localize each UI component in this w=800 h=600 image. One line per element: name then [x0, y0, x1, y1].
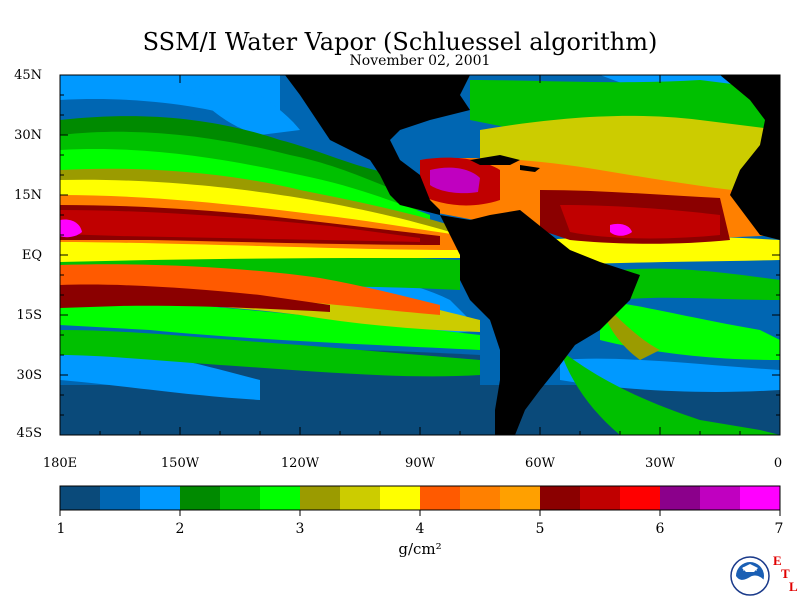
etl-letter-t: T: [781, 566, 790, 581]
colorbar-swatch: [540, 486, 581, 510]
colorbar-unit-label: g/cm²: [398, 540, 442, 558]
colorbar-label-5: 5: [535, 521, 545, 537]
colorbar-label-3: 3: [295, 521, 305, 537]
colorbar-swatch: [260, 486, 301, 510]
lat-label-15n: 15N: [14, 188, 42, 203]
cuba-land: [470, 155, 520, 165]
etl-letter-l: L: [789, 579, 798, 594]
colorbar-swatch: [220, 486, 261, 510]
lon-label-120w: 120W: [280, 456, 320, 471]
map-title: SSM/I Water Vapor (Schluessel algorithm): [142, 28, 658, 56]
lat-label-30s: 30S: [16, 368, 42, 383]
colorbar-swatch: [500, 486, 541, 510]
colorbar-swatch: [620, 486, 661, 510]
lat-label-45s: 45S: [16, 426, 42, 441]
colorbar: [60, 486, 781, 510]
north-america-land: [285, 75, 470, 215]
svg-text:NOAA: NOAA: [743, 567, 758, 573]
lon-label-30w: 30W: [645, 456, 675, 471]
colorbar-swatch: [460, 486, 501, 510]
hispaniola-land: [520, 165, 540, 172]
colorbar-label-6: 6: [655, 521, 665, 537]
water-vapor-field: [60, 75, 780, 435]
lat-label-eq: EQ: [21, 248, 42, 263]
colorbar-swatch: [660, 486, 701, 510]
colorbar-swatch: [580, 486, 621, 510]
etl-letter-e: E: [773, 553, 782, 568]
axis-ticks: [59, 74, 781, 436]
colorbar-swatch: [340, 486, 381, 510]
lon-label-0: 0: [773, 456, 783, 471]
lon-label-90w: 90W: [405, 456, 435, 471]
africa-land: [720, 75, 780, 240]
lon-label-180e: 180E: [42, 456, 78, 471]
noaa-logo-icon: NOAA: [730, 556, 770, 596]
colorbar-label-1: 1: [56, 521, 66, 537]
colorbar-swatch: [140, 486, 181, 510]
lon-label-150w: 150W: [160, 456, 200, 471]
map-subtitle: November 02, 2001: [349, 53, 491, 69]
lat-label-15s: 15S: [16, 308, 42, 323]
colorbar-swatch: [60, 486, 101, 510]
colorbar-swatch: [380, 486, 421, 510]
colorbar-swatch: [420, 486, 461, 510]
south-america-land: [440, 210, 640, 435]
colorbar-label-4: 4: [415, 521, 425, 537]
colorbar-swatch: [100, 486, 141, 510]
lat-label-45n: 45N: [14, 68, 42, 83]
colorbar-swatch: [700, 486, 741, 510]
colorbar-swatch: [740, 486, 781, 510]
colorbar-swatch: [180, 486, 221, 510]
colorbar-ticks: [59, 510, 781, 516]
lon-label-60w: 60W: [525, 456, 555, 471]
colorbar-label-7: 7: [774, 521, 784, 537]
lat-label-30n: 30N: [14, 128, 42, 143]
colorbar-label-2: 2: [175, 521, 185, 537]
colorbar-swatch: [300, 486, 341, 510]
